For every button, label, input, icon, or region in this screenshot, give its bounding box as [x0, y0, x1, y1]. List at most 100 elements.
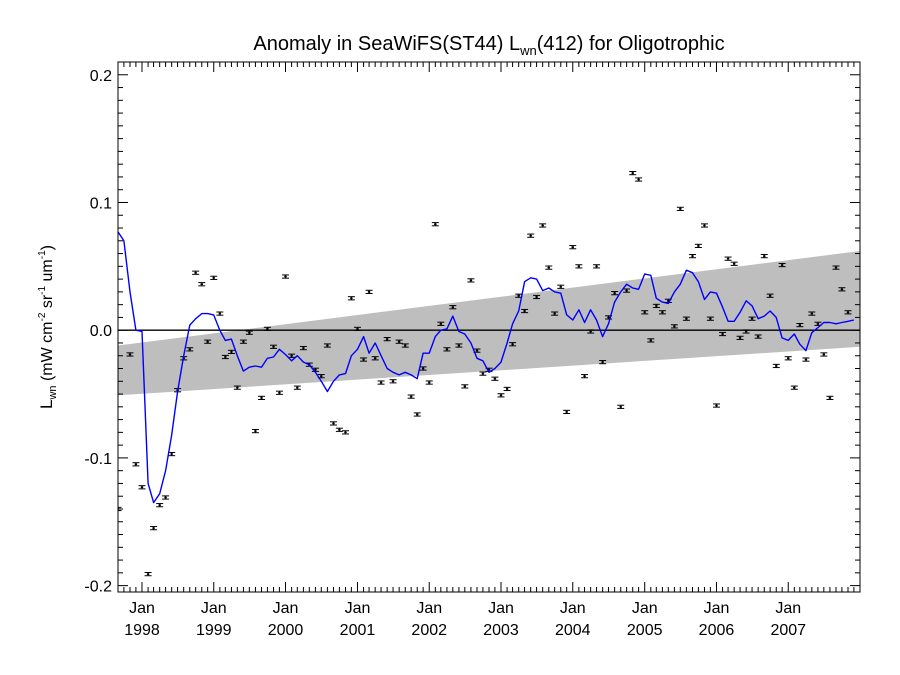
data-point [186, 347, 194, 352]
x-tick-label-year: 2005 [627, 622, 663, 639]
data-point [198, 282, 206, 287]
data-point [724, 256, 732, 261]
data-point [629, 171, 637, 176]
point-marker [661, 311, 664, 314]
data-point [216, 311, 224, 316]
y-axis-label-sr: sr [39, 294, 56, 312]
smoothed-line [118, 231, 855, 504]
x-tick-label-month: Jan [775, 600, 801, 617]
y-tick-label: -0.1 [84, 451, 112, 468]
confidence-band [118, 251, 860, 396]
point-marker [726, 257, 730, 260]
x-tick-label-month: Jan [488, 600, 514, 617]
data-point [563, 409, 571, 415]
data-point [826, 395, 834, 400]
data-point [844, 310, 852, 315]
data-point [545, 265, 553, 270]
point-marker [362, 358, 365, 361]
point-marker [469, 279, 473, 282]
point-marker [356, 328, 359, 330]
data-point [341, 430, 349, 435]
point-marker [445, 348, 449, 351]
point-marker [134, 463, 138, 466]
point-marker [535, 296, 538, 298]
data-point [221, 354, 229, 360]
data-point [778, 262, 786, 268]
data-point [491, 376, 499, 381]
data-point [449, 305, 457, 310]
point-marker [224, 356, 227, 358]
data-point [754, 334, 762, 339]
point-marker [703, 224, 706, 227]
point-marker [798, 324, 802, 326]
x-tick-label-month: Jan [560, 600, 586, 617]
point-marker [619, 406, 622, 408]
point-marker [367, 291, 371, 293]
point-marker [439, 323, 443, 325]
x-tick-label-year: 2006 [699, 622, 735, 639]
data-point [144, 572, 152, 577]
point-marker [756, 335, 760, 338]
data-point [700, 223, 708, 228]
data-point [365, 289, 373, 294]
x-tick-label-month: Jan [704, 600, 730, 617]
point-marker [613, 292, 616, 294]
data-point [455, 343, 463, 348]
data-point [227, 349, 235, 355]
data-point [311, 367, 319, 372]
data-point [611, 291, 619, 296]
point-marker [428, 381, 431, 384]
data-point [706, 316, 714, 321]
data-point [641, 310, 649, 315]
data-point [802, 357, 810, 362]
data-point [652, 303, 660, 309]
data-point [395, 339, 403, 344]
point-marker [601, 361, 604, 363]
point-marker [631, 172, 634, 174]
y-axis-label-close: ) [39, 245, 56, 250]
x-tick-label-month: Jan [632, 600, 658, 617]
point-marker [302, 347, 305, 349]
point-marker [373, 357, 377, 360]
data-point [575, 264, 583, 269]
x-tick-label-month: Jan [416, 600, 442, 617]
point-marker [804, 358, 808, 361]
data-point [551, 311, 559, 316]
y-axis-label-symbol: L [37, 400, 56, 409]
point-marker [511, 343, 514, 346]
point-marker [320, 375, 323, 377]
point-marker [128, 353, 132, 356]
point-marker [679, 208, 682, 210]
data-point [425, 380, 433, 385]
point-marker [787, 357, 790, 360]
point-marker [451, 306, 455, 309]
data-point [126, 352, 134, 357]
point-marker [553, 312, 556, 315]
monthly-points [118, 171, 852, 577]
data-point [796, 322, 804, 328]
data-point [623, 288, 631, 293]
point-marker [248, 331, 251, 334]
x-tick-label-month: Jan [345, 600, 371, 617]
data-point [138, 485, 146, 490]
data-point [790, 385, 798, 390]
data-point [676, 206, 684, 211]
point-marker [691, 255, 694, 257]
point-marker [397, 340, 401, 343]
data-point [377, 380, 385, 385]
point-marker [637, 178, 640, 181]
data-point [335, 427, 343, 432]
point-marker [697, 245, 700, 247]
point-marker [463, 385, 467, 388]
data-point [635, 177, 643, 182]
point-marker [763, 255, 766, 257]
point-marker [230, 351, 233, 353]
point-marker [780, 264, 784, 266]
y-axis-label-sup-2: -1 [37, 285, 48, 294]
data-point [288, 353, 296, 358]
point-marker [493, 377, 497, 380]
point-marker [721, 333, 724, 335]
point-marker [457, 344, 461, 347]
y-axis-label: Lwn (mW cm-2 sr-1 um-1) [37, 245, 59, 409]
data-point [569, 245, 577, 250]
